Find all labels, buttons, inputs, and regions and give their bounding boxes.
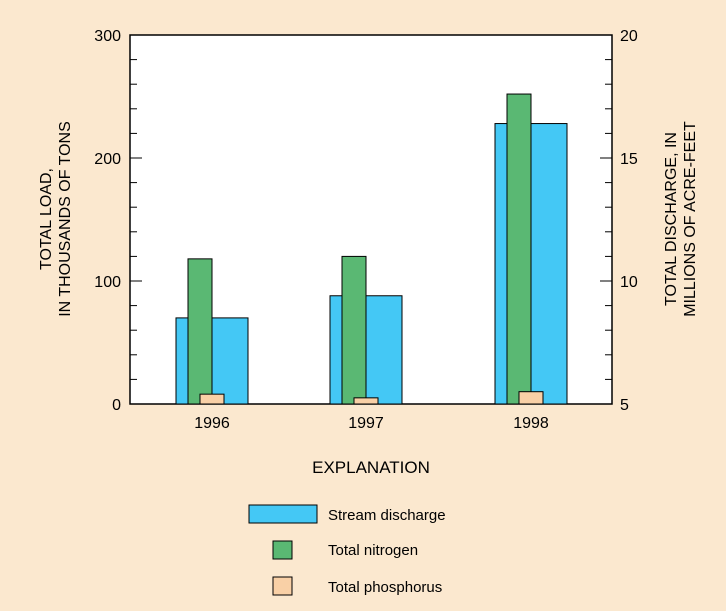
- legend-swatch-stream-discharge: [248, 504, 318, 524]
- bar-total-nitrogen-1996: [187, 258, 213, 405]
- right-tick-label: 20: [620, 28, 638, 45]
- right-axis-label-line-2: MILLIONS OF ACRE-FEET: [682, 121, 699, 317]
- legend-label-total-nitrogen: Total nitrogen: [328, 542, 418, 559]
- bar-total-phosphorus-1997: [353, 397, 379, 405]
- legend-swatch-total-phosphorus: [272, 576, 293, 596]
- bar-total-phosphorus-1996: [199, 393, 225, 405]
- legend-swatch-total-nitrogen: [272, 540, 293, 560]
- axis-ticks: [130, 34, 612, 405]
- left-tick-label: 300: [94, 28, 121, 45]
- bars: [175, 93, 568, 405]
- left-axis-label-line-2: IN THOUSANDS OF TONS: [57, 121, 74, 317]
- x-tick-label: 1996: [194, 415, 230, 432]
- right-tick-label: 10: [620, 274, 638, 291]
- legend-title: EXPLANATION: [312, 458, 430, 477]
- right-tick-label: 15: [620, 151, 638, 168]
- right-tick-label: 5: [620, 397, 629, 414]
- left-axis-label-line-1: TOTAL LOAD,: [38, 168, 55, 270]
- left-tick-label: 0: [112, 397, 121, 414]
- bar-total-phosphorus-1998: [518, 391, 544, 405]
- tick-labels: 0 100 200 300 5 10 15 20 1996 1997 1998: [94, 28, 638, 432]
- bar-total-nitrogen-1998: [506, 93, 532, 405]
- bar-total-nitrogen-1997: [341, 255, 367, 405]
- legend-label-total-phosphorus: Total phosphorus: [328, 579, 442, 596]
- right-axis-label-line-1: TOTAL DISCHARGE, IN: [663, 132, 680, 306]
- x-tick-label: 1997: [348, 415, 384, 432]
- x-tick-label: 1998: [513, 415, 549, 432]
- left-tick-label: 200: [94, 151, 121, 168]
- legend-label-stream-discharge: Stream discharge: [328, 507, 446, 524]
- left-tick-label: 100: [94, 274, 121, 291]
